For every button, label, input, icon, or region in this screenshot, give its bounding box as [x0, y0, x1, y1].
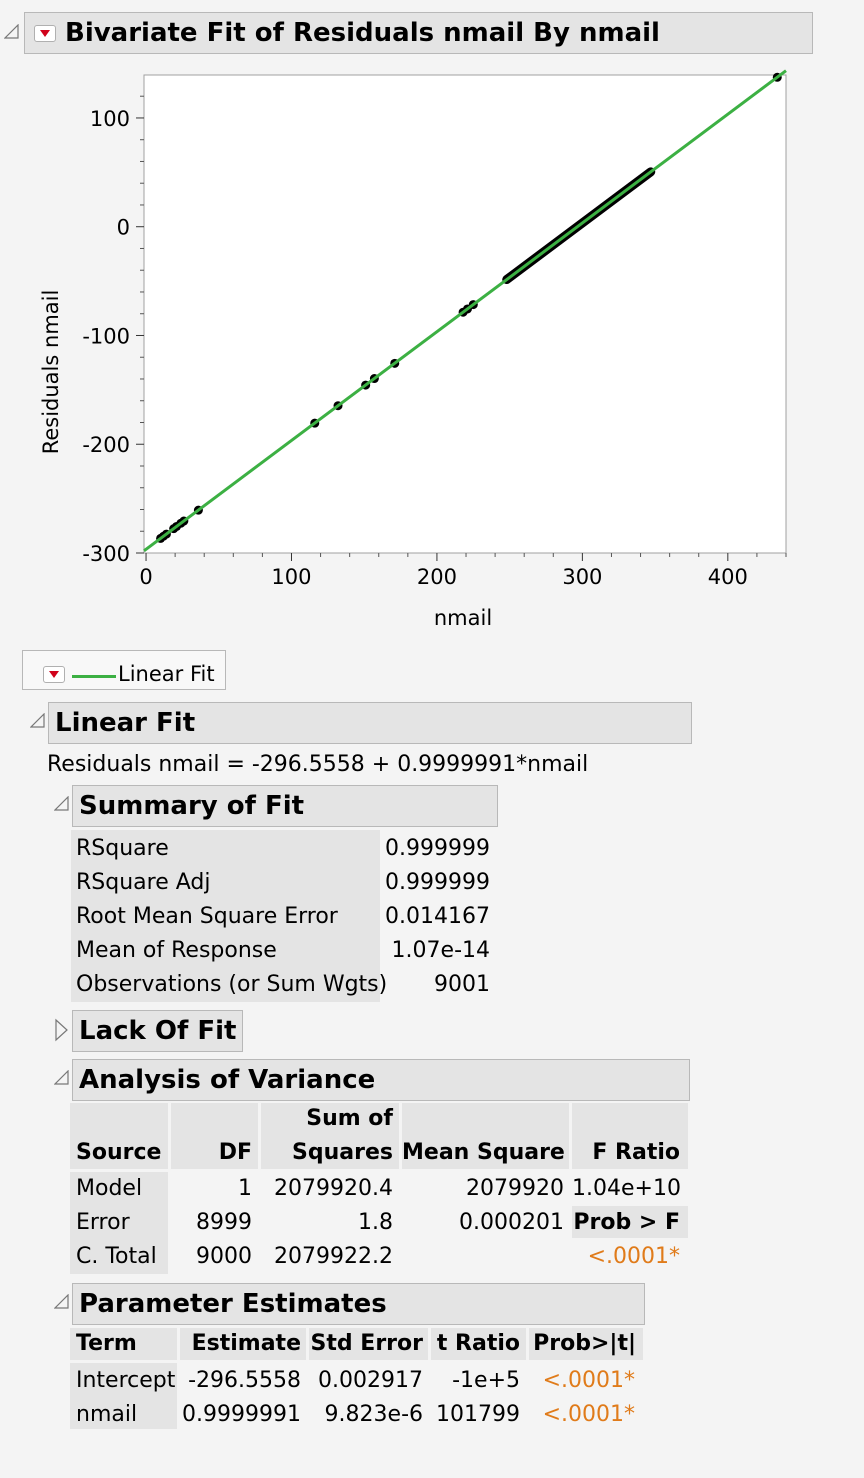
fit-equation: Residuals nmail = -296.5558 + 0.9999991*…	[47, 752, 589, 777]
collapse-triangle-icon[interactable]	[54, 1294, 70, 1310]
linear-fit-header[interactable]: Linear Fit	[48, 702, 692, 744]
pe-col-stderr: Std Error	[310, 1331, 423, 1356]
pe-hdr-bg-stderr	[309, 1328, 428, 1360]
legend-label: Linear Fit	[118, 662, 215, 686]
anova-hdr-bg-f	[572, 1103, 688, 1169]
x-tick-label: 0	[139, 565, 152, 589]
parameter-estimates-title: Parameter Estimates	[79, 1289, 387, 1319]
summary-row-value: 0.014167	[385, 904, 490, 929]
parameter-estimates-header[interactable]: Parameter Estimates	[72, 1283, 645, 1325]
y-tick-label: -200	[82, 433, 130, 457]
anova-row-df: 8999	[196, 1210, 252, 1235]
anova-hdr-bg-source	[70, 1103, 168, 1169]
collapse-triangle-icon[interactable]	[30, 713, 46, 729]
summary-row-value: 0.999999	[385, 836, 490, 861]
anova-col-ss-line2: Squares	[292, 1140, 393, 1165]
anova-col-ms: Mean Square	[402, 1140, 565, 1165]
axes: 0 100 200 300 400 -300 -200 -100 0 100	[82, 95, 787, 589]
anova-row-df: 9000	[196, 1244, 252, 1269]
pe-row-term: Intercept	[76, 1368, 176, 1393]
anova-row-extra: 1.04e+10	[572, 1176, 681, 1201]
anova-col-ss-line1: Sum of	[306, 1106, 393, 1131]
collapse-triangle-icon[interactable]	[54, 1070, 70, 1086]
anova-hdr-bg-df	[171, 1103, 258, 1169]
x-tick-label: 200	[417, 565, 457, 589]
summary-row-label: RSquare	[76, 836, 169, 861]
expand-triangle-icon[interactable]	[54, 1018, 70, 1042]
anova-hdr-bg-ss	[261, 1103, 399, 1169]
anova-row-extra: Prob > F	[573, 1210, 680, 1235]
pe-row-estimate: -296.5558	[188, 1368, 301, 1393]
x-axis-label: nmail	[434, 606, 492, 630]
pe-row-term: nmail	[76, 1402, 138, 1427]
collapse-triangle-icon[interactable]	[54, 796, 70, 812]
anova-row-ms: 0.000201	[459, 1210, 564, 1235]
collapse-triangle-icon[interactable]	[4, 24, 20, 40]
pe-col-term: Term	[76, 1331, 137, 1356]
summary-row-label: Root Mean Square Error	[76, 904, 338, 929]
fit-line	[143, 69, 787, 552]
x-tick-label: 300	[562, 565, 602, 589]
pe-row-stderr: 0.002917	[318, 1368, 423, 1393]
anova-col-f: F Ratio	[592, 1140, 680, 1165]
summary-row-value: 0.999999	[385, 870, 490, 895]
summary-row-label: RSquare Adj	[76, 870, 211, 895]
anova-row-extra: <.0001*	[587, 1244, 680, 1269]
pe-row-t: 101799	[436, 1402, 520, 1427]
summary-row-value: 1.07e-14	[391, 938, 490, 963]
summary-row-value: 9001	[434, 972, 490, 997]
anova-hdr-bg-ms	[402, 1103, 569, 1169]
pe-hdr-bg-estimate	[180, 1328, 306, 1360]
pe-row-stderr: 9.823e-6	[324, 1402, 423, 1427]
summary-label-column	[71, 830, 380, 1002]
summary-of-fit-header[interactable]: Summary of Fit	[72, 785, 498, 827]
anova-col-df: DF	[218, 1140, 252, 1165]
anova-header[interactable]: Analysis of Variance	[72, 1059, 690, 1101]
y-tick-label: 100	[90, 107, 130, 131]
lack-of-fit-title: Lack Of Fit	[79, 1016, 237, 1046]
legend-menu-icon[interactable]	[43, 666, 65, 683]
anova-col-source: Source	[76, 1140, 162, 1165]
pe-row-p: <.0001*	[542, 1368, 635, 1393]
anova-row-ss: 1.8	[358, 1210, 393, 1235]
pe-col-t: t Ratio	[436, 1331, 520, 1356]
x-tick-label: 400	[708, 565, 748, 589]
y-tick-label: 0	[117, 216, 130, 240]
pe-col-p: Prob>|t|	[533, 1331, 636, 1356]
summary-of-fit-title: Summary of Fit	[79, 791, 305, 821]
y-tick-label: -100	[82, 324, 130, 348]
anova-row-df: 1	[238, 1176, 252, 1201]
legend-line-swatch	[72, 675, 116, 678]
report-title: Bivariate Fit of Residuals nmail By nmai…	[24, 12, 813, 54]
pe-hdr-bg-term	[70, 1328, 177, 1360]
report-title-text: Bivariate Fit of Residuals nmail By nmai…	[65, 18, 660, 48]
anova-title: Analysis of Variance	[79, 1065, 376, 1095]
y-tick-label: -300	[82, 542, 130, 566]
y-axis-label: Residuals nmail	[39, 290, 63, 455]
anova-row-ms: 2079920	[466, 1176, 564, 1201]
marks	[143, 69, 787, 552]
pe-row-p: <.0001*	[542, 1402, 635, 1427]
pe-hdr-bg-t	[431, 1328, 526, 1360]
x-tick-label: 100	[271, 565, 311, 589]
anova-row-source: C. Total	[76, 1244, 157, 1269]
anova-row-ss: 2079920.4	[274, 1176, 393, 1201]
linear-fit-title: Linear Fit	[55, 708, 196, 738]
anova-prob-label-bg	[572, 1206, 688, 1238]
pe-row-t: -1e+5	[452, 1368, 520, 1393]
summary-row-label: Observations (or Sum Wgts)	[76, 972, 388, 997]
pe-hdr-bg-p	[529, 1328, 643, 1360]
anova-source-column-bg	[70, 1172, 168, 1274]
lack-of-fit-header[interactable]: Lack Of Fit	[72, 1010, 243, 1052]
summary-row-label: Mean of Response	[76, 938, 277, 963]
scatter-plot: 0 100 200 300 400 -300 -200 -100 0 100 Residuals …	[39, 69, 787, 630]
anova-row-source: Error	[76, 1210, 130, 1235]
pe-term-column-bg	[70, 1363, 177, 1429]
pe-row-estimate: 0.9999991	[182, 1402, 301, 1427]
anova-row-ss: 2079922.2	[274, 1244, 393, 1269]
anova-row-source: Model	[76, 1176, 143, 1201]
pe-col-estimate: Estimate	[191, 1331, 301, 1356]
red-triangle-menu-icon[interactable]	[34, 25, 56, 42]
